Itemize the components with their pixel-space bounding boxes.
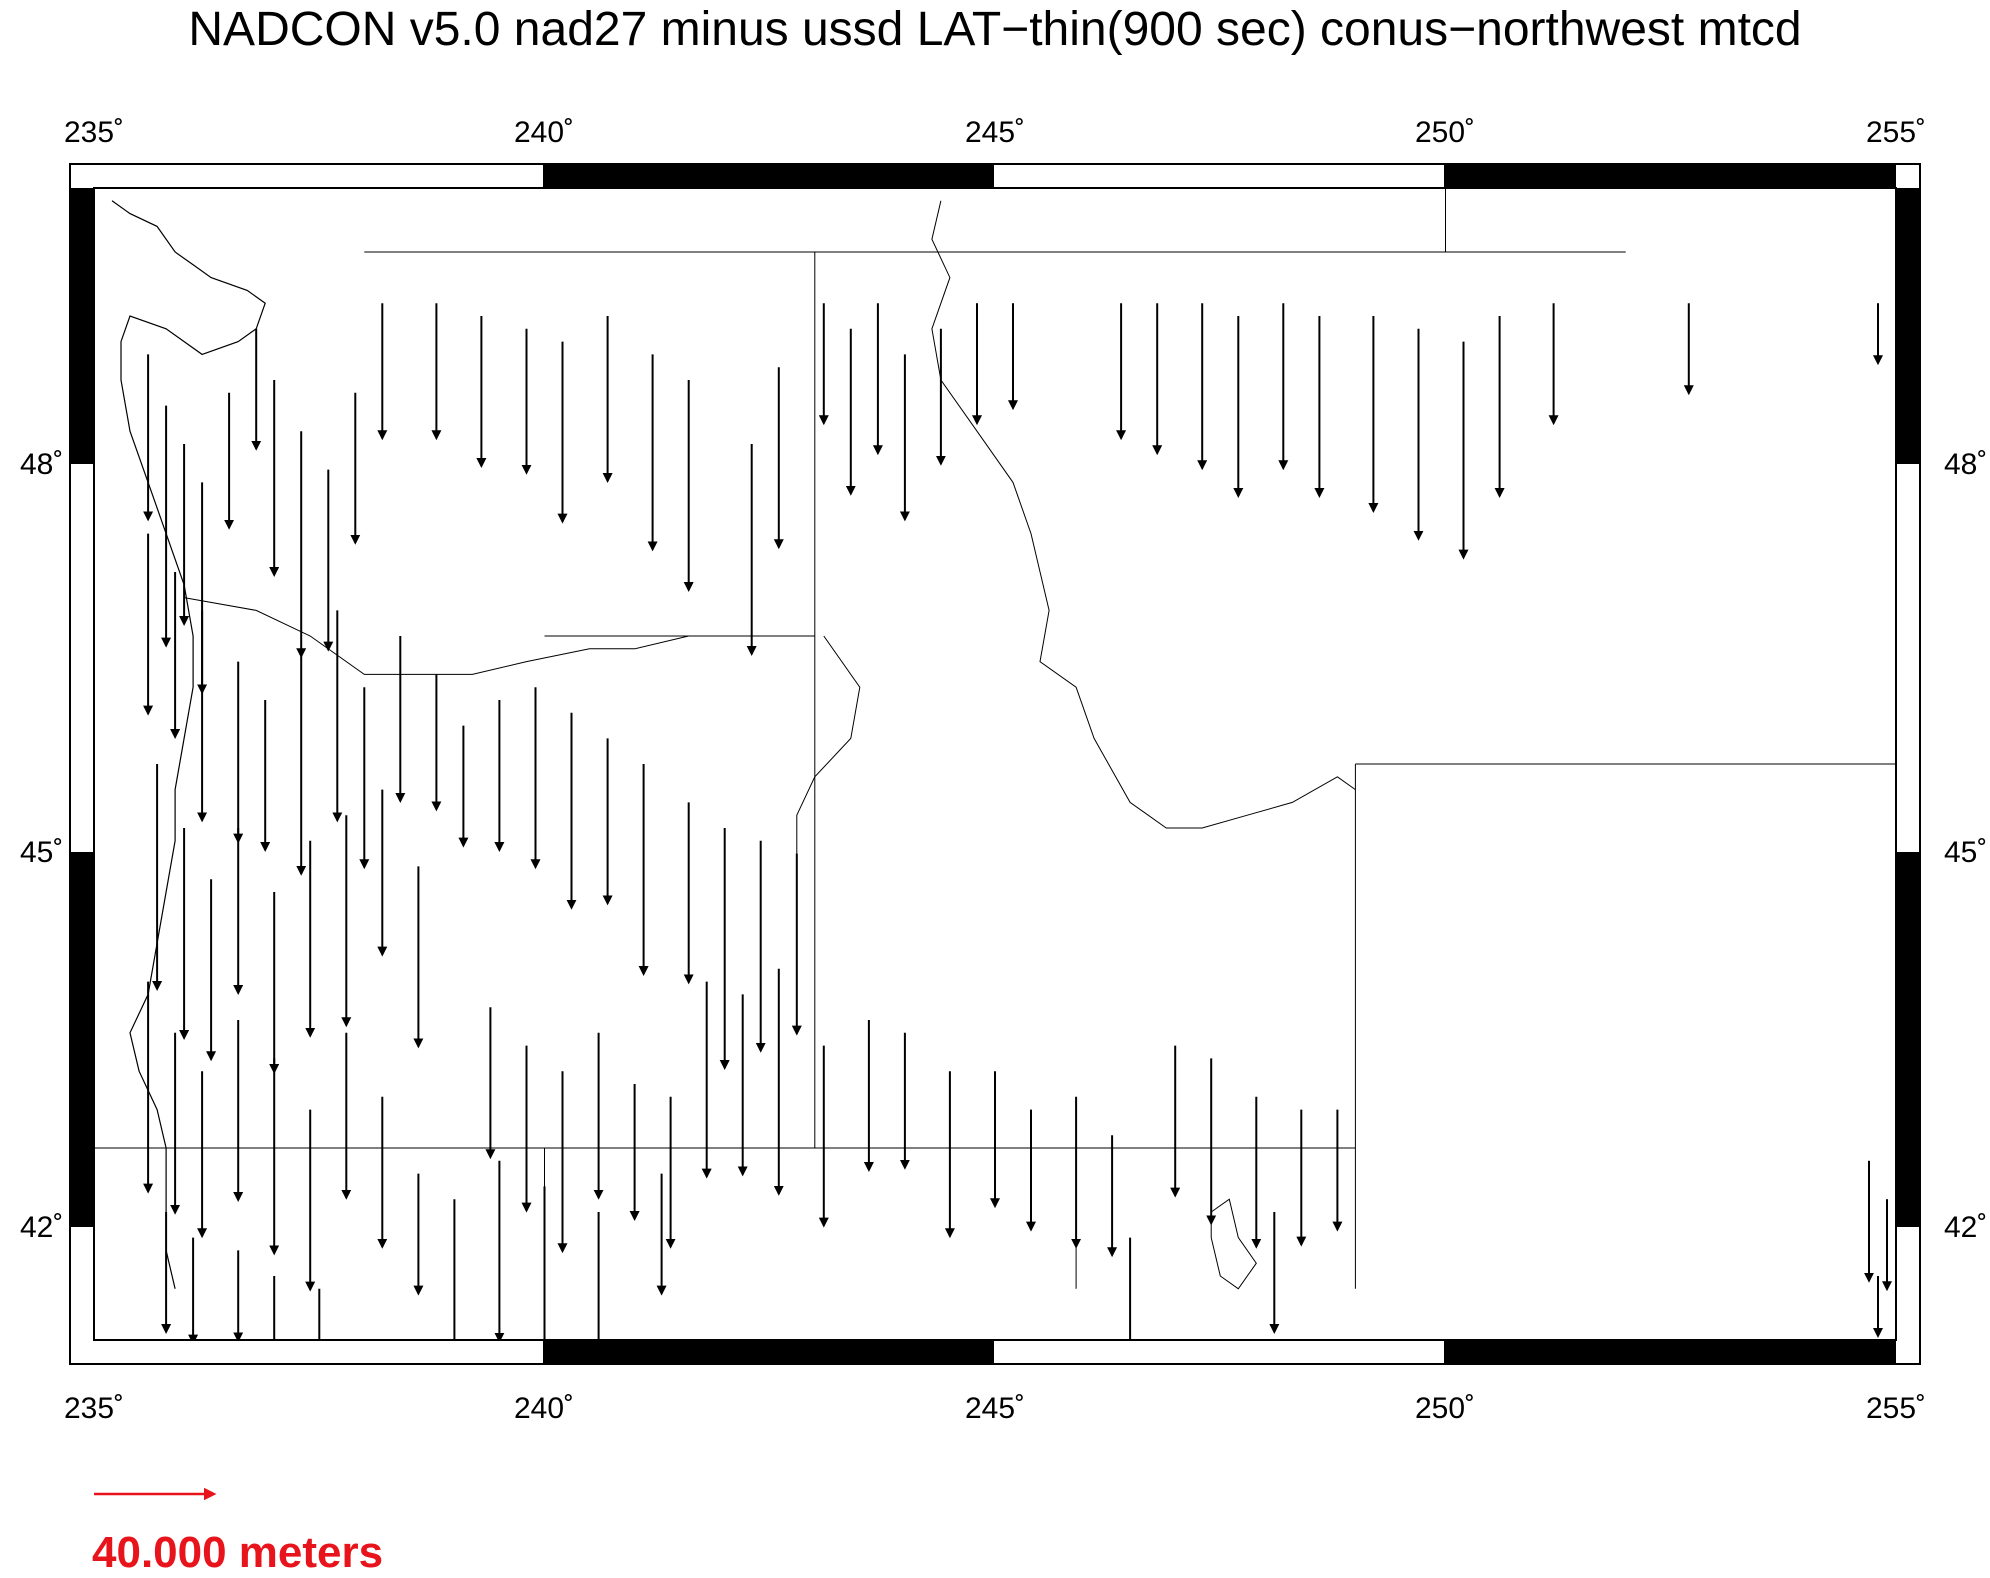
shift-vectors — [143, 303, 1892, 1340]
lon-tick-top-3: 250˚ — [1415, 116, 1475, 149]
river-line — [796, 635, 861, 892]
lat-tick-left-1: 45˚ — [20, 836, 63, 869]
river-line — [184, 597, 689, 675]
lon-tick-bottom-3: 250˚ — [1415, 1392, 1475, 1425]
lat-tick-left-0: 48˚ — [20, 448, 63, 481]
lon-tick-bottom-0: 235˚ — [64, 1392, 124, 1425]
coastline — [111, 200, 1257, 1290]
lat-tick-right-1: 45˚ — [1944, 836, 1987, 869]
lon-tick-top-4: 255˚ — [1866, 116, 1926, 149]
lat-tick-left-2: 42˚ — [20, 1211, 63, 1244]
state-boundary-line — [814, 252, 1356, 1149]
lon-tick-top-0: 235˚ — [64, 116, 124, 149]
lon-tick-bottom-4: 255˚ — [1866, 1392, 1926, 1425]
coastline-line — [111, 200, 266, 1289]
tick-labels: 235˚ 240˚ 245˚ 250˚ 255˚ 235˚ 240˚ 245˚ … — [20, 116, 1987, 1425]
lon-tick-top-2: 245˚ — [965, 116, 1025, 149]
rivers — [184, 200, 1356, 892]
lon-tick-bottom-1: 240˚ — [514, 1392, 574, 1425]
map-title: NADCON v5.0 nad27 minus ussd LAT−thin(90… — [188, 3, 1802, 56]
map-frame — [69, 163, 1921, 1365]
scale-label: 40.000 meters — [92, 1528, 384, 1577]
lon-tick-top-1: 240˚ — [514, 116, 574, 149]
lon-tick-bottom-2: 245˚ — [965, 1392, 1025, 1425]
lake-outline — [1210, 1198, 1257, 1290]
lat-tick-right-2: 42˚ — [1944, 1211, 1987, 1244]
lat-tick-right-0: 48˚ — [1944, 448, 1987, 481]
river-line — [931, 200, 1356, 829]
